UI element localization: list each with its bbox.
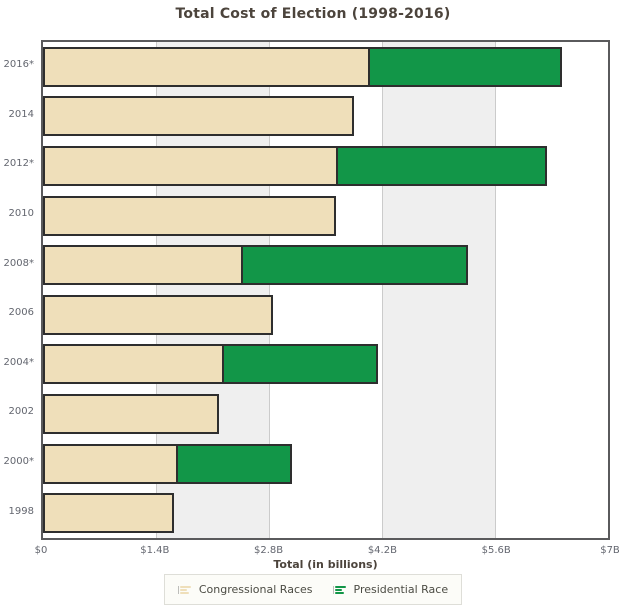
bar-row [43, 340, 608, 390]
bar-segment[interactable] [43, 195, 336, 236]
y-axis-label: 2000* [3, 456, 34, 468]
gridline [269, 42, 270, 538]
bar-row [43, 439, 608, 489]
chart-title: Total Cost of Election (1998-2016) [175, 6, 451, 22]
gridline [382, 42, 383, 538]
bar-segment[interactable] [337, 145, 548, 186]
mini-bar-chart-icon [177, 585, 193, 594]
stacked-bar [43, 195, 608, 236]
x-axis-tick-label: $4.2B [367, 545, 397, 556]
bar-segment[interactable] [43, 443, 178, 484]
x-axis-tick-label: $5.6B [481, 545, 511, 556]
x-axis-ticks: $0 $1.4B $2.8B $4.2B $5.6B $7B [35, 545, 620, 559]
legend-box: Congressional Races Presidential Race [163, 574, 463, 605]
stacked-bar [43, 245, 608, 286]
plot-rows [43, 42, 608, 538]
x-axis-tick-label: $7B [600, 545, 620, 556]
y-axis-label: 2004* [3, 356, 34, 368]
legend-item[interactable]: Presidential Race [332, 583, 449, 596]
bar-segment[interactable] [43, 294, 274, 335]
gridline [495, 42, 496, 538]
bar-row [43, 488, 608, 538]
legend: Congressional Races Presidential Race [0, 574, 626, 605]
bar-segment[interactable] [223, 344, 378, 385]
y-axis-label: 2006 [8, 307, 34, 319]
x-axis-tick-label: $2.8B [254, 545, 284, 556]
x-axis-tick-label: $1.4B [140, 545, 170, 556]
x-axis-title: Total (in billions) [273, 558, 378, 571]
stacked-bar [43, 294, 608, 335]
bar-row [43, 141, 608, 191]
bar-segment[interactable] [43, 393, 219, 434]
legend-item[interactable]: Congressional Races [177, 583, 313, 596]
bar-segment[interactable] [43, 344, 224, 385]
y-axis-label: 2010 [8, 208, 34, 220]
y-axis-label: 2014 [8, 108, 34, 120]
stacked-bar [43, 96, 608, 137]
gridline [156, 42, 157, 538]
bar-row [43, 42, 608, 92]
stacked-bar [43, 493, 608, 534]
plot-area [41, 40, 610, 540]
bar-row [43, 92, 608, 142]
bar-row [43, 191, 608, 241]
stacked-bar [43, 344, 608, 385]
x-axis-tick-label: $0 [34, 545, 48, 556]
bar-row [43, 290, 608, 340]
y-axis-labels: 2016* 2014 2012* 2010 2008* 2006 2004* 2002 2000… [0, 40, 37, 536]
mini-bar-chart-icon [332, 585, 348, 594]
y-axis-label: 2016* [3, 59, 34, 71]
bar-segment[interactable] [369, 46, 562, 87]
bar-segment[interactable] [243, 245, 468, 286]
y-axis-label: 1998 [8, 505, 34, 517]
bar-segment[interactable] [43, 96, 354, 137]
y-axis-label: 2012* [3, 158, 34, 170]
bar-row [43, 240, 608, 290]
bar-segment[interactable] [43, 145, 338, 186]
y-axis-label: 2008* [3, 257, 34, 269]
y-axis-label: 2002 [8, 406, 34, 418]
bar-segment[interactable] [177, 443, 292, 484]
bar-segment[interactable] [43, 245, 244, 286]
legend-item-label: Presidential Race [353, 583, 449, 596]
stacked-bar [43, 393, 608, 434]
stacked-bar [43, 46, 608, 87]
bar-segment[interactable] [43, 46, 370, 87]
bar-segment[interactable] [43, 493, 174, 534]
stacked-bar [43, 443, 608, 484]
stacked-bar [43, 145, 608, 186]
bar-row [43, 389, 608, 439]
legend-item-label: Congressional Races [198, 583, 313, 596]
